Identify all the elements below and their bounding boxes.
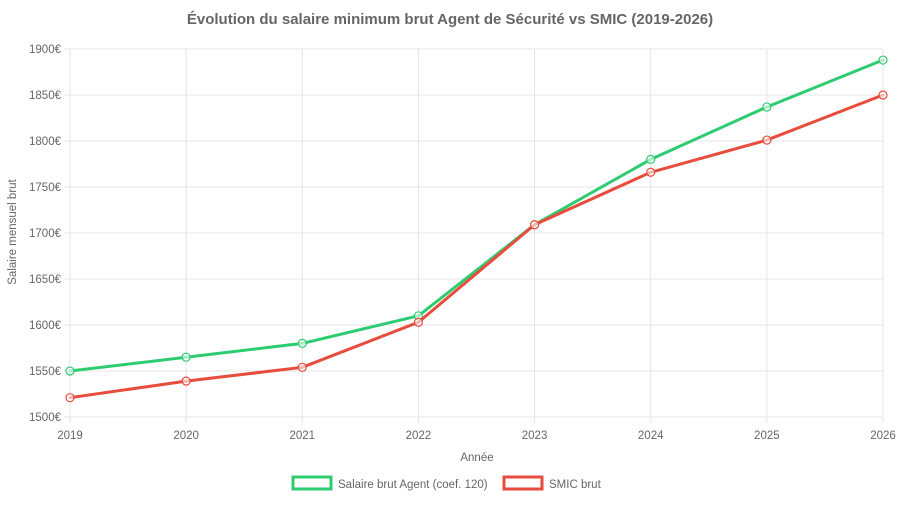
x-tick-label: 2026 [870, 430, 896, 442]
x-tick-label: 2021 [289, 430, 315, 442]
data-point[interactable] [181, 376, 191, 386]
series-1 [65, 55, 888, 376]
y-tick-label: 1600€ [29, 320, 62, 332]
x-tick-label: 2020 [173, 430, 199, 442]
y-axis-label: Salaire mensuel brut [7, 178, 19, 284]
x-tick-label: 2019 [57, 430, 83, 442]
data-point[interactable] [646, 167, 656, 177]
y-axis-ticks: 1500€ 1550€ 1600€ 1650€ 1700€ 1750€ 1800€ 1850€… [29, 44, 62, 424]
x-axis-ticks: 2019 2020 2021 2022 2023 2024 2025 2026 [57, 430, 896, 442]
legend-label: Salaire brut Agent (coef. 120) [338, 479, 488, 491]
data-point[interactable] [762, 135, 772, 145]
x-tick-label: 2023 [522, 430, 548, 442]
legend-swatch [291, 475, 333, 491]
data-point[interactable] [297, 338, 307, 348]
chart-title: Évolution du salaire minimum brut Agent … [187, 11, 713, 28]
data-point[interactable] [65, 366, 75, 376]
y-tick-label: 1650€ [29, 274, 62, 286]
y-tick-label: 1800€ [29, 136, 62, 148]
data-point[interactable] [646, 154, 656, 164]
data-point[interactable] [878, 90, 888, 100]
legend-label: SMIC brut [549, 479, 602, 491]
y-tick-label: 1850€ [29, 90, 62, 102]
data-point[interactable] [529, 220, 540, 230]
series-lines [65, 55, 888, 403]
y-tick-label: 1700€ [29, 228, 62, 240]
y-tick-label: 1750€ [29, 182, 62, 194]
legend-item-1[interactable]: Salaire brut Agent (coef. 120) [291, 475, 488, 491]
data-point[interactable] [762, 102, 772, 112]
data-point[interactable] [413, 317, 424, 327]
y-tick-label: 1550€ [29, 366, 62, 378]
grid-lines [64, 48, 884, 423]
y-tick-label: 1900€ [29, 44, 62, 56]
legend-item-2[interactable]: SMIC brut [502, 475, 602, 491]
x-tick-label: 2022 [406, 430, 432, 442]
y-tick-label: 1500€ [29, 412, 62, 424]
x-tick-label: 2024 [638, 430, 664, 442]
data-point[interactable] [878, 55, 888, 65]
series-line [68, 93, 885, 400]
series-2 [65, 90, 888, 403]
series-line [68, 58, 885, 373]
legend[interactable]: Salaire brut Agent (coef. 120) SMIC brut [291, 475, 602, 491]
data-point[interactable] [297, 362, 307, 372]
x-axis-label: Année [460, 452, 493, 464]
x-tick-label: 2025 [754, 430, 780, 442]
data-point[interactable] [65, 393, 75, 403]
data-point[interactable] [181, 352, 191, 362]
legend-swatch [502, 475, 544, 491]
